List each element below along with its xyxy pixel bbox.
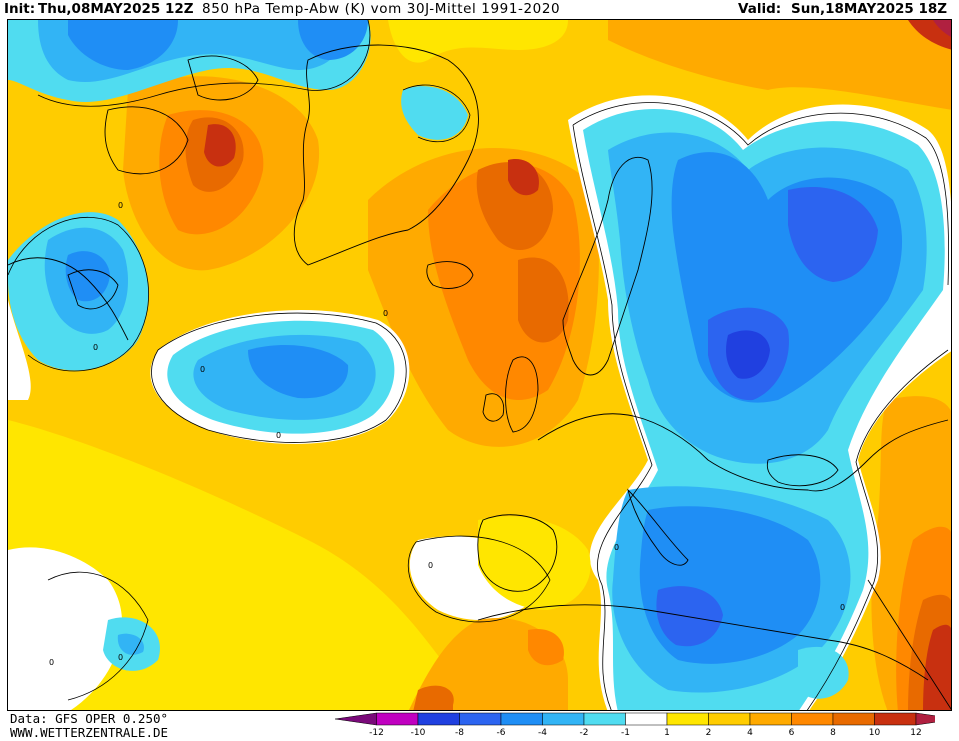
coastline-blacksea <box>766 454 839 487</box>
legend-swatch <box>335 712 377 726</box>
map-title: 850 hPa Temp-Abw (K) vom 30J-Mittel 1991… <box>202 1 561 17</box>
legend-swatch <box>708 712 751 726</box>
coastline-italy <box>627 488 689 566</box>
contour-line <box>572 102 949 286</box>
legend-swatch <box>583 712 626 726</box>
anomaly-region <box>248 345 349 399</box>
contour-line <box>572 124 653 710</box>
valid-label: Valid: <box>738 1 782 17</box>
color-legend <box>335 712 935 726</box>
anomaly-region <box>8 547 122 710</box>
contour-label: 0 <box>428 561 433 570</box>
contour-label: 0 <box>200 365 205 374</box>
website-credit: WWW.WETTERZENTRALE.DE <box>10 725 169 740</box>
legend-swatch <box>417 712 460 726</box>
legend-swatch <box>791 712 834 726</box>
contour-line <box>37 20 371 107</box>
contour-label: 0 <box>383 309 388 318</box>
anomaly-region <box>388 20 568 63</box>
contour-line <box>151 312 407 443</box>
legend-label: 8 <box>830 728 836 738</box>
anomaly-region <box>726 330 770 379</box>
legend-swatch <box>832 712 875 726</box>
anomaly-region <box>923 624 951 710</box>
data-source: Data: GFS OPER 0.250° <box>10 711 169 726</box>
legend-label: 1 <box>664 728 670 738</box>
anomaly-region <box>298 20 368 60</box>
contour-label: 0 <box>118 653 123 662</box>
coastline-scandinavia <box>562 157 653 376</box>
legend-swatch <box>459 712 502 726</box>
valid-value: Sun,18MAY2025 18Z <box>791 1 948 17</box>
coastline-island <box>187 55 259 101</box>
legend-swatch <box>625 712 668 726</box>
legend-label: -10 <box>410 728 426 738</box>
anomaly-region <box>798 646 849 699</box>
contour-line <box>407 535 551 623</box>
anomaly-field: 0 0 0 0 0 0 0 0 0 0 <box>8 20 951 710</box>
coastline-greenland <box>293 44 479 266</box>
anomaly-region <box>788 186 878 282</box>
anomaly-region <box>401 86 468 140</box>
contour-line <box>47 571 149 701</box>
contour-line <box>8 217 149 372</box>
legend-swatch <box>542 712 585 726</box>
legend-swatch <box>915 712 935 726</box>
init-value: Thu,08MAY2025 12Z <box>38 1 194 17</box>
contour-label: 0 <box>276 431 281 440</box>
anomaly-region <box>117 633 144 655</box>
anomaly-map: 0 0 0 0 0 0 0 0 0 0 <box>7 19 952 711</box>
legend-label: 10 <box>868 728 881 738</box>
contour-line <box>402 84 471 143</box>
legend-swatch <box>376 712 419 726</box>
init-label: Init: <box>4 1 36 17</box>
contour-label: 0 <box>93 343 98 352</box>
contour-label: 0 <box>840 603 845 612</box>
map-header: Init: Thu,08MAY2025 12Z 850 hPa Temp-Abw… <box>0 0 959 19</box>
legend-swatch <box>500 712 543 726</box>
legend-label: 12 <box>910 728 922 738</box>
anomaly-region <box>413 685 454 710</box>
legend-swatch <box>749 712 792 726</box>
anomaly-region <box>478 516 591 610</box>
contour-label: 0 <box>49 658 54 667</box>
coastlines <box>8 44 951 710</box>
contour-line <box>806 349 949 710</box>
legend-label: -12 <box>369 728 384 738</box>
coastline-britain <box>505 356 539 433</box>
coastline-iceland <box>426 261 474 289</box>
legend-swatch <box>666 712 709 726</box>
legend-label: 6 <box>788 728 795 738</box>
anomaly-region <box>656 586 723 647</box>
legend-label: -4 <box>538 728 547 738</box>
legend-label: -8 <box>455 728 464 738</box>
coastline-ireland <box>482 393 505 422</box>
legend-label: 4 <box>747 728 753 738</box>
legend-label: -6 <box>496 728 506 738</box>
anomaly-region <box>204 124 236 167</box>
border-line <box>867 579 951 710</box>
anomaly-region <box>65 251 110 302</box>
anomaly-region <box>68 20 178 70</box>
coastline-africa <box>477 604 929 681</box>
anomaly-region <box>518 257 569 343</box>
legend-label: -1 <box>621 728 630 738</box>
anomaly-region <box>8 300 31 400</box>
coastline-europe <box>537 413 949 492</box>
anomaly-region <box>608 20 951 110</box>
anomaly-region <box>528 629 564 666</box>
anomaly-region <box>508 159 539 196</box>
legend-swatch <box>874 712 917 726</box>
contour-label: 0 <box>614 543 619 552</box>
contour-label: 0 <box>118 201 123 210</box>
legend-label: -2 <box>579 728 589 738</box>
contour-labels: 0 0 0 0 0 0 0 0 0 0 <box>49 201 845 667</box>
coastline-island <box>67 269 119 310</box>
zero-contours <box>8 20 949 710</box>
coastline-island <box>104 106 189 175</box>
anomaly-region <box>933 20 951 37</box>
legend-label: 2 <box>705 728 712 738</box>
coastline-iberia <box>477 514 558 592</box>
coastline-labrador <box>8 257 129 341</box>
